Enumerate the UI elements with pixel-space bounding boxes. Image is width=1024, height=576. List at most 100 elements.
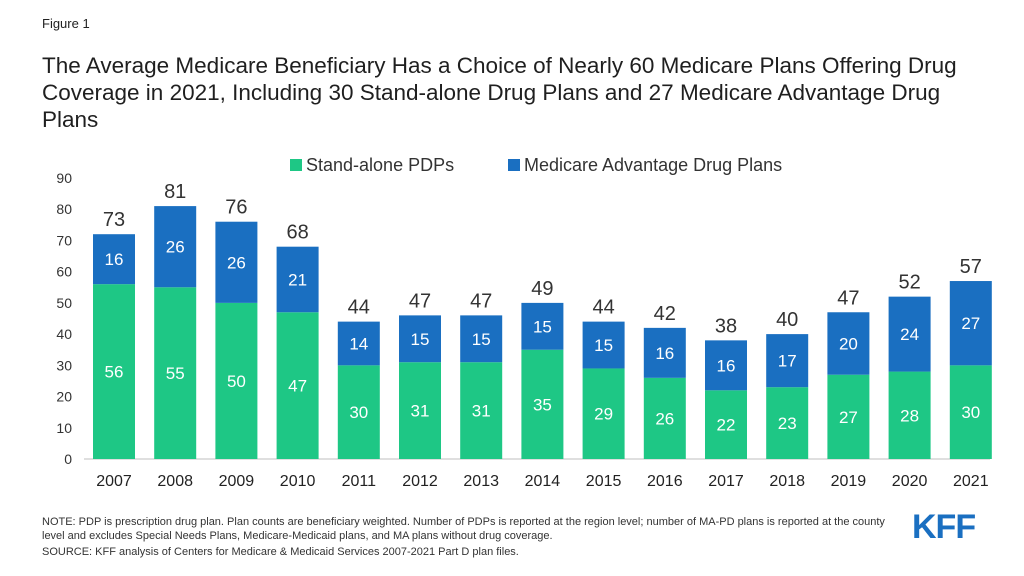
x-tick-label: 2007 [96,473,132,490]
bar-segment-pdp [521,349,564,459]
bar-segment-pdp [276,312,319,459]
data-label-pdp: 27 [839,408,858,427]
legend-swatch-pdp [290,159,302,171]
bar-segment-pdp [888,371,931,459]
data-label-mapd: 16 [717,356,736,375]
bar-segment-pdp [460,362,503,459]
bar-segment-pdp [93,284,135,459]
data-label-pdp: 50 [227,372,246,391]
data-label-mapd: 21 [288,270,307,289]
y-tick-label: 50 [56,295,72,311]
bar-segment-pdp [154,287,197,459]
bar-segment-mapd [888,296,931,372]
data-label-total: 49 [531,278,553,300]
x-tick-label: 2009 [219,473,255,490]
x-tick-label: 2021 [953,473,989,490]
data-label-mapd: 24 [900,325,919,344]
bar-segment-mapd [399,315,441,363]
bar-segment-pdp [215,302,258,459]
data-label-pdp: 56 [105,363,124,382]
bar-segment-mapd [705,340,747,391]
bar-segment-mapd [582,321,625,369]
data-label-total: 40 [776,309,798,331]
data-label-total: 73 [103,209,125,231]
x-tick-label: 2012 [402,473,438,490]
bar-segment-pdp [337,365,380,459]
data-label-total: 38 [715,315,737,337]
bar-segment-mapd [460,315,503,363]
data-label-mapd: 26 [227,253,246,272]
bar-segment-mapd [521,302,564,350]
data-label-total: 42 [654,303,676,325]
x-tick-label: 2019 [831,473,867,490]
note-text: NOTE: PDP is prescription drug plan. Pla… [42,516,885,542]
y-tick-label: 0 [64,451,72,467]
kff-logo-text: KFF [912,508,975,542]
data-label-pdp: 22 [717,416,736,435]
y-tick-label: 40 [56,326,72,342]
bar-segment-pdp [399,362,441,459]
bar-segment-mapd [93,234,135,285]
data-label-pdp: 47 [288,377,307,396]
y-tick-label: 60 [56,264,72,280]
y-tick-label: 20 [56,389,72,405]
bar-segment-mapd [337,321,380,366]
legend-label-pdp: Stand-alone PDPs [306,155,454,175]
x-tick-label: 2017 [708,473,744,490]
stacked-bar-chart: 0 10 20 30 40 50 60 70 80 90 56 16 73 2007 55 26 81 2008 5… [56,155,992,490]
data-label-pdp: 26 [655,409,674,428]
data-label-pdp: 30 [349,403,368,422]
bar-segment-pdp [949,365,992,459]
data-label-mapd: 15 [594,336,613,355]
data-label-mapd: 15 [411,330,430,349]
x-tick-label: 2011 [342,473,377,490]
footnote: NOTE: PDP is prescription drug plan. Pla… [42,515,892,559]
data-label-total: 57 [960,256,982,278]
bar-segment-mapd [154,206,197,288]
data-label-total: 81 [164,181,186,203]
figure-label: Figure 1 [42,16,90,31]
x-tick-label: 2010 [280,473,316,490]
bar-segment-mapd [276,246,319,313]
bar-segment-pdp [827,374,870,459]
data-label-total: 47 [470,290,492,312]
bar-segment-pdp [582,368,625,459]
data-label-mapd: 27 [961,314,980,333]
y-tick-label: 70 [56,232,72,248]
data-label-pdp: 31 [472,402,491,421]
x-tick-label: 2018 [769,473,805,490]
y-tick-label: 90 [56,170,72,186]
chart-title: The Average Medicare Beneficiary Has a C… [42,53,957,132]
data-label-mapd: 16 [655,344,674,363]
x-tick-label: 2014 [525,473,561,490]
x-tick-label: 2020 [892,473,928,490]
data-label-total: 52 [898,272,920,294]
bar-segment-pdp [643,377,686,459]
x-tick-label: 2013 [463,473,499,490]
y-tick-label: 80 [56,201,72,217]
data-label-total: 44 [348,297,370,319]
data-label-total: 68 [286,222,308,244]
bar-segment-pdp [766,387,809,459]
data-label-total: 47 [837,287,859,309]
bar-segment-mapd [215,221,258,303]
data-label-total: 47 [409,290,431,312]
x-tick-label: 2008 [157,473,193,490]
bar-segment-pdp [705,390,747,459]
data-label-mapd: 16 [105,250,124,269]
legend-swatch-mapd [508,159,520,171]
legend-label-mapd: Medicare Advantage Drug Plans [524,155,782,175]
data-label-pdp: 29 [594,405,613,424]
data-label-pdp: 28 [900,406,919,425]
bar-segment-mapd [643,327,686,378]
data-label-pdp: 30 [961,403,980,422]
data-label-mapd: 15 [533,317,552,336]
data-label-mapd: 14 [349,334,368,353]
data-label-pdp: 31 [411,402,430,421]
data-label-mapd: 17 [778,352,797,371]
bar-segment-mapd [827,312,870,375]
source-text: SOURCE: KFF analysis of Centers for Medi… [42,546,519,558]
data-label-mapd: 26 [166,238,185,257]
data-label-mapd: 15 [472,330,491,349]
x-tick-label: 2016 [647,473,683,490]
